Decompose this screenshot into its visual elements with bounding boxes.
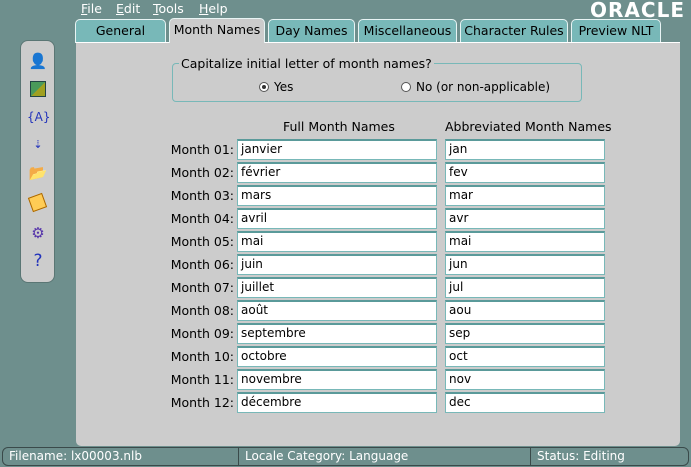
oracle-logo: ORACLE [590, 0, 685, 22]
month-label: Month 09: [170, 326, 234, 341]
radio-selected-icon [259, 82, 269, 92]
full-month-input[interactable]: mars [237, 185, 437, 206]
full-month-input[interactable]: décembre [237, 392, 437, 413]
full-month-input[interactable]: mai [237, 231, 437, 252]
abbr-month-input[interactable]: jun [445, 254, 605, 275]
capitalize-label: Capitalize initial letter of month names… [179, 56, 434, 71]
yes-label: Yes [274, 80, 294, 94]
abbr-month-input[interactable]: mar [445, 185, 605, 206]
capitalize-yes-radio[interactable]: Yes [259, 80, 293, 94]
save-icon[interactable] [27, 192, 49, 213]
abbr-month-input[interactable]: avr [445, 208, 605, 229]
full-month-input[interactable]: avril [237, 208, 437, 229]
map-icon[interactable] [27, 79, 49, 99]
capitalize-group: Capitalize initial letter of month names… [172, 56, 582, 102]
status-state: Status: Editing [537, 449, 625, 463]
settings-icon[interactable]: ⚙ [31, 224, 45, 242]
status-category: Locale Category: Language [239, 448, 531, 465]
month-label: Month 05: [170, 234, 234, 249]
tab-preview-nlt[interactable]: Preview NLT [571, 19, 661, 43]
full-month-input[interactable]: juin [237, 254, 437, 275]
tab-day-names[interactable]: Day Names [268, 19, 355, 43]
open-folder-icon[interactable]: 📂 [28, 164, 48, 182]
month-label: Month 08: [170, 303, 234, 318]
full-month-input[interactable]: juillet [237, 277, 437, 298]
full-month-input[interactable]: octobre [237, 346, 437, 367]
full-month-input[interactable]: février [237, 162, 437, 183]
abbr-month-input[interactable]: oct [445, 346, 605, 367]
month-label: Month 04: [170, 211, 234, 226]
abbr-month-input[interactable]: sep [445, 323, 605, 344]
month-label: Month 12: [170, 395, 234, 410]
status-filename: Filename: lx00003.nlb [3, 448, 239, 465]
side-toolbar: 👤 {A} ⇣ 📂 ⚙ ? [20, 40, 55, 283]
menu-file[interactable]: File [81, 1, 102, 16]
full-month-input[interactable]: septembre [237, 323, 437, 344]
abbr-names-header: Abbreviated Month Names [445, 119, 612, 134]
tab-general[interactable]: General [75, 19, 166, 43]
radio-unselected-icon [401, 82, 411, 92]
menu-tools[interactable]: Tools [153, 1, 184, 16]
full-month-input[interactable]: janvier [237, 139, 437, 160]
month-label: Month 10: [170, 349, 234, 364]
month-label: Month 03: [170, 188, 234, 203]
user-info-icon[interactable]: 👤 [28, 52, 48, 70]
month-label: Month 01: [170, 142, 234, 157]
tab-character-rules[interactable]: Character Rules [460, 19, 568, 43]
abbr-month-input[interactable]: fev [445, 162, 605, 183]
menu-edit[interactable]: Edit [116, 1, 141, 16]
sort-icon[interactable]: ⇣ [33, 138, 43, 151]
month-label: Month 07: [170, 280, 234, 295]
abbr-month-input[interactable]: dec [445, 392, 605, 413]
month-label: Month 11: [170, 372, 234, 387]
month-label: Month 02: [170, 165, 234, 180]
abbr-month-input[interactable]: aou [445, 300, 605, 321]
status-bar: Filename: lx00003.nlb Locale Category: L… [2, 447, 689, 466]
month-label: Month 06: [170, 257, 234, 272]
no-label: No (or non-applicable) [416, 80, 551, 94]
full-month-input[interactable]: août [237, 300, 437, 321]
abbr-month-input[interactable]: jul [445, 277, 605, 298]
tab-month-names[interactable]: Month Names [169, 18, 265, 43]
variable-icon[interactable]: {A} [27, 110, 51, 124]
abbr-month-input[interactable]: nov [445, 369, 605, 390]
abbr-month-input[interactable]: jan [445, 139, 605, 160]
menu-help[interactable]: Help [199, 1, 228, 16]
help-icon[interactable]: ? [33, 251, 43, 271]
tab-miscellaneous[interactable]: Miscellaneous [358, 19, 457, 43]
full-month-input[interactable]: novembre [237, 369, 437, 390]
abbr-month-input[interactable]: mai [445, 231, 605, 252]
capitalize-no-radio[interactable]: No (or non-applicable) [401, 80, 550, 94]
full-names-header: Full Month Names [283, 119, 395, 134]
